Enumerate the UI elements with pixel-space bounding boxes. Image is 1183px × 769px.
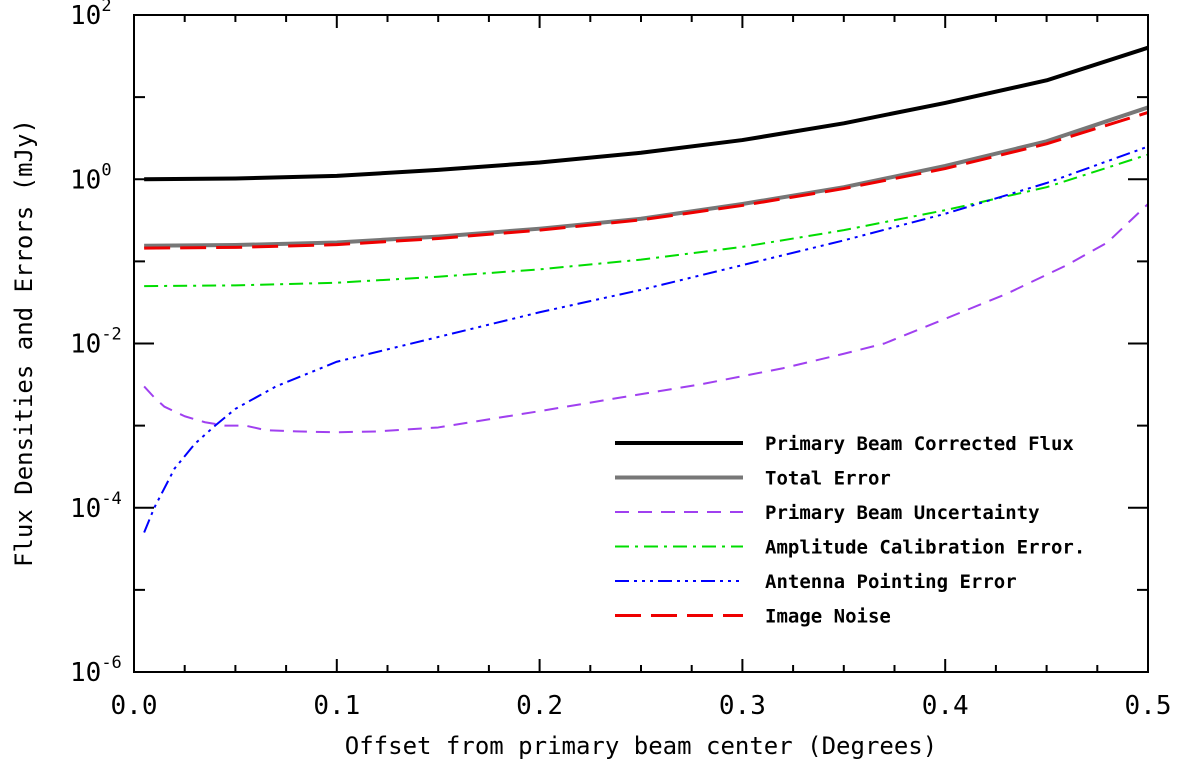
- legend-label-5: Antenna Pointing Error: [765, 571, 1017, 593]
- y-tick-exponent: -2: [101, 325, 121, 345]
- y-tick-base: 10: [70, 494, 101, 524]
- y-axis-title: Flux Densities and Errors (mJy): [10, 119, 38, 567]
- series-line-4: [144, 153, 1149, 288]
- x-tick-label: 0.0: [111, 691, 158, 721]
- y-tick-base: 10: [70, 330, 101, 360]
- axis-ticks: [133, 14, 1149, 673]
- legend-label-4: Amplitude Calibration Error.: [765, 537, 1085, 559]
- series-layer: [143, 45, 1149, 533]
- x-tick-label: 0.3: [719, 691, 766, 721]
- legend: Primary Beam Corrected Flux Total Error Pr…: [615, 433, 1085, 628]
- y-tick-label: 100: [70, 160, 112, 195]
- y-tick-base: 10: [70, 1, 101, 31]
- x-axis-title: Offset from primary beam center (Degrees…: [345, 732, 937, 760]
- series-line-6: [144, 111, 1149, 250]
- y-tick-exponent: -6: [101, 653, 121, 673]
- x-tick-label: 0.2: [516, 691, 563, 721]
- y-tick-label: 10-6: [70, 653, 122, 688]
- y-tick-exponent: -4: [101, 489, 121, 509]
- y-tick-exponent: 2: [101, 0, 111, 16]
- legend-label-3: Primary Beam Uncertainty: [765, 502, 1040, 524]
- legend-label-6: Image Noise: [765, 606, 891, 628]
- y-tick-base: 10: [70, 165, 101, 195]
- series-line-5: [143, 145, 1149, 533]
- y-tick-label: 10-2: [70, 325, 122, 360]
- x-tick-label: 0.1: [313, 691, 360, 721]
- series-line-3: [143, 203, 1149, 434]
- y-tick-label: 102: [70, 0, 112, 31]
- y-tick-base: 10: [70, 658, 101, 688]
- y-tick-label: 10-4: [70, 489, 122, 524]
- series-line-2: [144, 105, 1149, 248]
- legend-label-1: Primary Beam Corrected Flux: [765, 433, 1074, 455]
- series-line-1: [144, 45, 1149, 182]
- x-tick-labels: 0.0 0.1 0.2 0.3 0.4 0.5: [111, 691, 1172, 721]
- x-tick-label: 0.5: [1125, 691, 1172, 721]
- legend-label-2: Total Error: [765, 468, 891, 490]
- y-tick-exponent: 0: [101, 160, 111, 180]
- x-tick-label: 0.4: [922, 691, 969, 721]
